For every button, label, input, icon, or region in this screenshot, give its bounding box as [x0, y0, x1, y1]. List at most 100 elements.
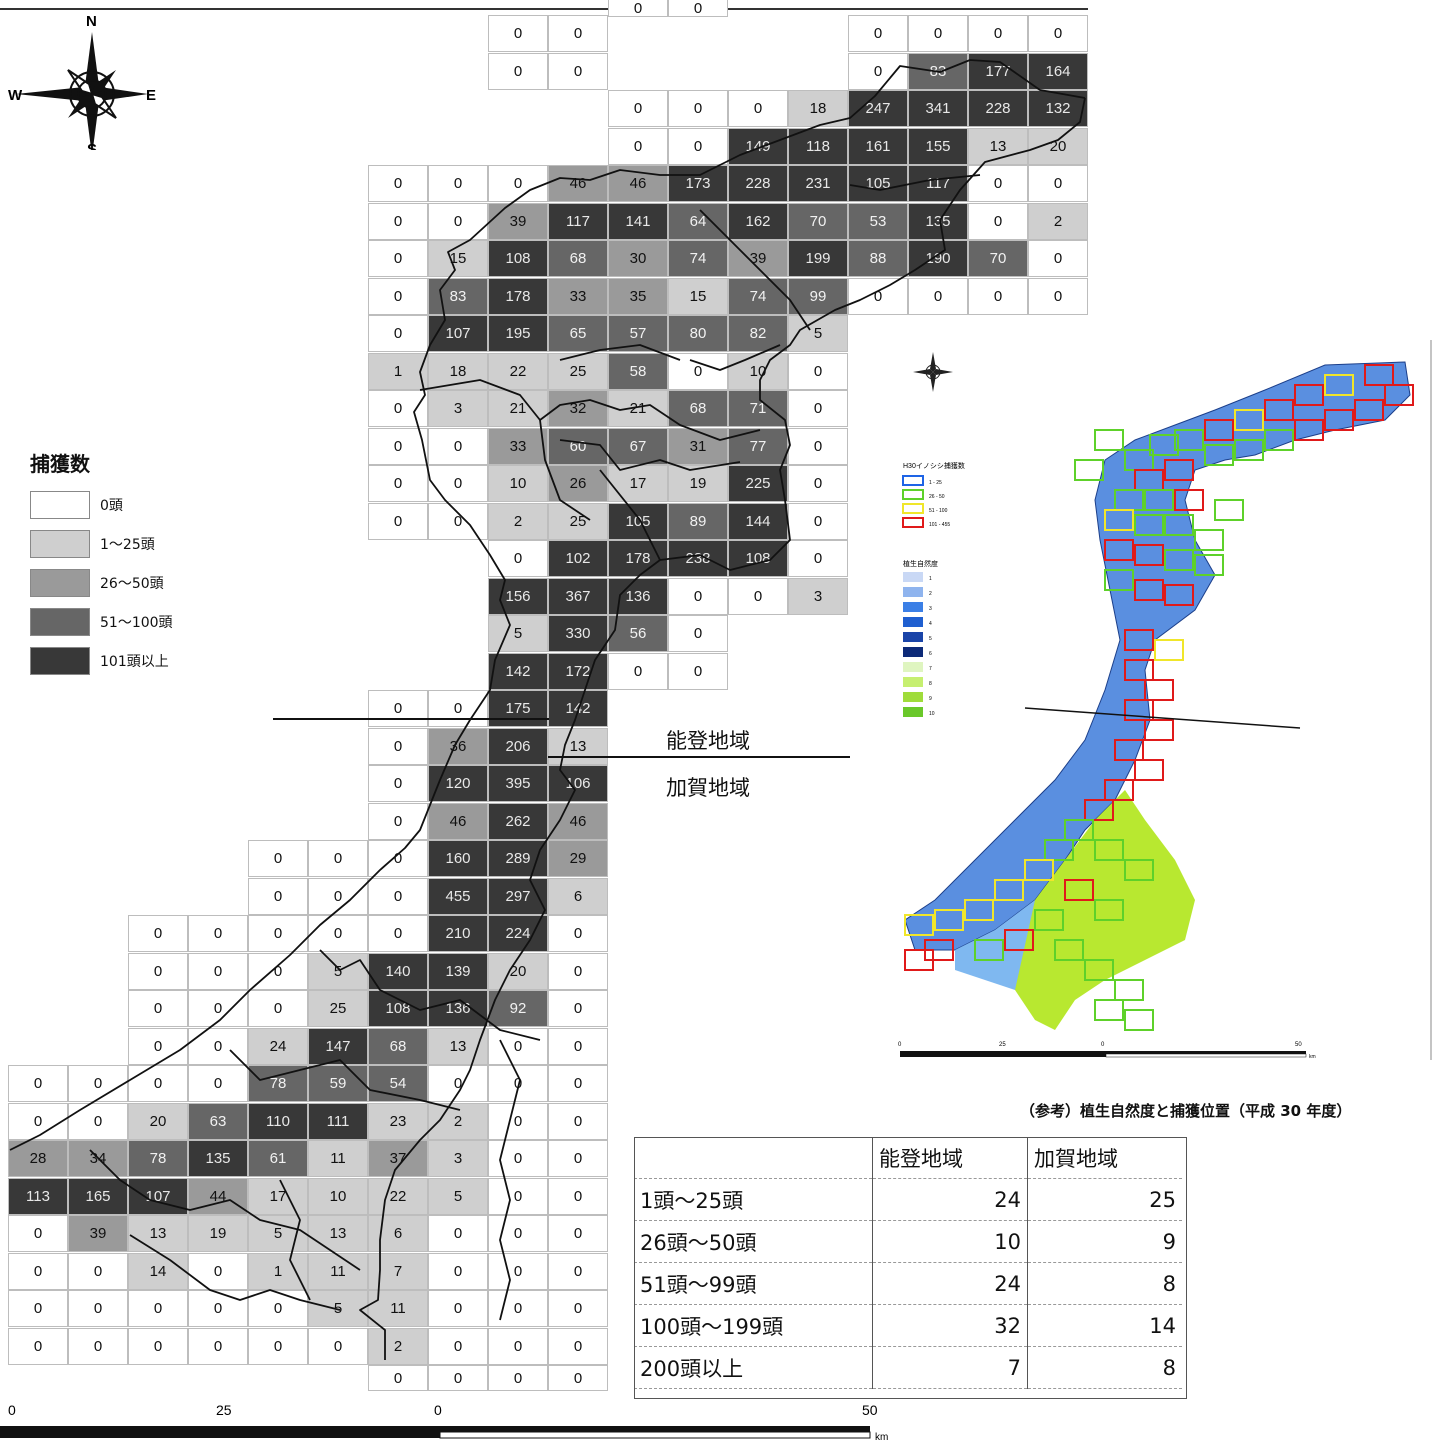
grid-cell: 0 [368, 165, 428, 202]
region-divider-south [548, 756, 850, 758]
inset-veg-label: 2 [929, 591, 932, 597]
row-label: 1頭〜25頭 [634, 1178, 873, 1221]
inset-capture-square [974, 939, 1004, 961]
grid-cell: 0 [128, 952, 188, 990]
grid-cell: 0 [488, 52, 548, 90]
inset-capture-square [1084, 959, 1114, 981]
legend-swatch [30, 529, 90, 558]
grid-cell: 0 [188, 1065, 248, 1102]
grid-cell: 0 [188, 1290, 248, 1327]
grid-cell: 0 [188, 915, 248, 952]
inset-legend-swatch [902, 517, 924, 528]
grid-cell: 13 [308, 1215, 368, 1252]
inset-capture-square [1094, 839, 1124, 861]
grid-cell: 1 [248, 1252, 308, 1290]
grid-cell: 10 [728, 352, 788, 390]
inset-veg-swatch [903, 617, 923, 627]
grid-cell: 199 [788, 240, 848, 277]
region-divider-north [273, 718, 549, 720]
inset-capture-square [1144, 719, 1174, 741]
grid-cell: 0 [548, 1290, 608, 1327]
inset-legend-swatch [902, 503, 924, 514]
inset-capture-square [1124, 699, 1154, 721]
region-label-kaga: 加賀地域 [666, 776, 750, 800]
grid-cell: 225 [728, 465, 788, 502]
grid-cell: 33 [548, 277, 608, 315]
grid-cell: 110 [248, 1102, 308, 1140]
inset-capture-square [1194, 554, 1224, 576]
grid-cell: 0 [548, 1215, 608, 1252]
grid-cell: 0 [8, 1102, 68, 1140]
grid-cell: 0 [428, 465, 488, 502]
grid-cell: 0 [488, 1252, 548, 1290]
grid-cell: 0 [368, 202, 428, 240]
inset-scale-tick: 50 [1295, 1042, 1302, 1048]
inset-capture-square [1194, 529, 1224, 551]
grid-cell: 144 [728, 502, 788, 540]
row-label: 200頭以上 [634, 1346, 873, 1389]
grid-cell: 0 [728, 90, 788, 127]
table-row: 51頭〜99頭 24 8 [634, 1262, 1182, 1305]
grid-cell: 0 [428, 1365, 488, 1391]
inset-scale-tick: 0 [898, 1042, 902, 1048]
region-stats-table: 能登地域 加賀地域 1頭〜25頭 24 25 26頭〜50頭 10 9 51頭〜99頭 2… [634, 1137, 1182, 1389]
grid-cell: 0 [428, 1252, 488, 1290]
grid-cell: 82 [728, 315, 788, 352]
grid-cell: 89 [668, 502, 728, 540]
inset-capture-square [1114, 739, 1144, 761]
grid-cell: 83 [428, 277, 488, 315]
grid-cell: 0 [548, 1252, 608, 1290]
grid-cell: 0 [368, 315, 428, 352]
grid-cell: 13 [548, 727, 608, 765]
grid-cell: 228 [968, 90, 1028, 127]
scale-unit: km [875, 1432, 888, 1443]
inset-capture-square [1234, 409, 1264, 431]
grid-cell: 0 [668, 352, 728, 390]
grid-cell: 177 [968, 52, 1028, 90]
table-header-row: 能登地域 加賀地域 [634, 1137, 1182, 1179]
grid-cell: 0 [428, 1065, 488, 1102]
grid-cell: 78 [248, 1065, 308, 1102]
legend-label: 1〜25頭 [100, 536, 155, 553]
top-border-line [0, 8, 1088, 10]
grid-cell: 120 [428, 765, 488, 802]
grid-cell: 33 [488, 427, 548, 465]
grid-cell: 19 [188, 1215, 248, 1252]
grid-cell: 18 [788, 90, 848, 127]
region-label-noto: 能登地域 [666, 729, 750, 753]
kaga-count: 9 [1027, 1220, 1182, 1263]
grid-cell: 0 [668, 615, 728, 652]
grid-cell: 35 [608, 277, 668, 315]
grid-cell: 0 [788, 427, 848, 465]
grid-cell: 142 [548, 690, 608, 727]
grid-cell: 341 [908, 90, 968, 127]
grid-cell: 0 [308, 840, 368, 877]
grid-cell: 11 [308, 1140, 368, 1177]
grid-cell: 0 [608, 652, 668, 690]
grid-cell: 5 [248, 1215, 308, 1252]
grid-cell: 2 [368, 1327, 428, 1365]
grid-cell: 0 [368, 465, 428, 502]
inset-capture-square [1154, 639, 1184, 661]
grid-cell: 39 [488, 202, 548, 240]
legend-swatch [30, 607, 90, 636]
inset-veg-swatch [903, 572, 923, 582]
inset-veg-label: 8 [929, 681, 932, 687]
grid-cell: 3 [788, 577, 848, 615]
grid-cell: 14 [128, 1252, 188, 1290]
grid-cell: 0 [368, 802, 428, 840]
grid-cell: 0 [308, 877, 368, 915]
grid-cell: 136 [428, 990, 488, 1027]
grid-cell: 5 [488, 615, 548, 652]
grid-cell: 74 [668, 240, 728, 277]
grid-cell: 6 [368, 1215, 428, 1252]
inset-veg-swatch [903, 587, 923, 597]
grid-cell: 108 [488, 240, 548, 277]
inset-capture-square [1104, 569, 1134, 591]
grid-cell: 147 [308, 1027, 368, 1065]
grid-cell: 0 [488, 1290, 548, 1327]
table-row: 1頭〜25頭 24 25 [634, 1178, 1182, 1221]
inset-capture-square [1094, 429, 1124, 451]
grid-cell: 0 [548, 1065, 608, 1102]
grid-cell: 0 [788, 390, 848, 427]
